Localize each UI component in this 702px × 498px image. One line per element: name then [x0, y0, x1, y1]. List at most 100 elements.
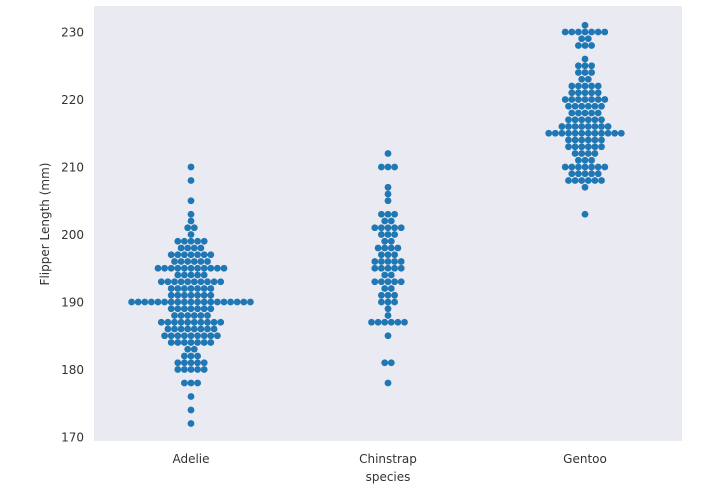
data-point — [384, 197, 392, 205]
data-point — [584, 123, 592, 130]
data-point — [604, 129, 612, 137]
data-point — [581, 42, 589, 49]
x-axis-label: species — [366, 470, 411, 484]
data-point — [581, 62, 589, 70]
data-point — [187, 251, 195, 259]
data-point — [378, 258, 385, 265]
data-point — [394, 318, 402, 326]
data-point — [200, 291, 208, 299]
data-point — [578, 136, 586, 144]
data-point — [181, 291, 188, 299]
data-point — [167, 298, 175, 306]
data-point — [197, 244, 205, 252]
data-point — [391, 163, 398, 171]
data-point — [171, 258, 178, 265]
data-point — [588, 28, 595, 36]
data-point — [581, 156, 589, 164]
data-point — [177, 258, 185, 265]
data-point — [578, 35, 586, 43]
data-point — [197, 312, 205, 319]
data-point — [575, 28, 582, 36]
data-point — [200, 285, 208, 292]
data-point — [164, 278, 172, 286]
data-point — [391, 264, 398, 272]
data-point — [391, 278, 398, 286]
data-point — [378, 291, 385, 299]
data-point — [177, 312, 185, 319]
data-point — [578, 102, 586, 110]
data-point — [207, 332, 215, 340]
data-point — [381, 217, 389, 225]
y-axis-ticks: 170 180 190 200 210 220 230 — [61, 26, 84, 445]
data-point — [227, 298, 235, 306]
data-point — [161, 264, 169, 272]
data-point — [381, 318, 389, 326]
data-point — [187, 177, 195, 184]
data-point — [571, 123, 579, 130]
data-point — [584, 75, 592, 83]
data-point — [575, 69, 582, 76]
data-point — [384, 231, 392, 238]
data-point — [187, 217, 195, 225]
data-point — [575, 163, 582, 171]
data-point — [598, 136, 605, 144]
data-point — [397, 264, 405, 272]
data-point — [601, 96, 609, 103]
data-point — [578, 123, 586, 130]
data-point — [207, 291, 215, 299]
data-point — [181, 237, 188, 245]
data-point — [397, 278, 405, 286]
data-point — [384, 258, 392, 265]
data-point — [141, 298, 149, 306]
y-tick-label: 220 — [61, 93, 84, 107]
data-point — [378, 251, 385, 259]
data-point — [384, 210, 392, 218]
data-point — [181, 271, 188, 279]
data-point — [588, 69, 595, 76]
data-point — [167, 291, 175, 299]
x-tick-label: Gentoo — [563, 452, 607, 466]
data-point — [584, 136, 592, 144]
data-point — [384, 312, 392, 319]
data-point — [575, 170, 582, 178]
data-point — [588, 156, 595, 164]
data-point — [591, 150, 599, 157]
data-point — [584, 102, 592, 110]
data-point — [575, 82, 582, 90]
data-point — [575, 89, 582, 97]
data-point — [187, 271, 195, 279]
data-point — [174, 264, 182, 272]
data-point — [174, 237, 182, 245]
data-point — [584, 150, 592, 157]
data-point — [581, 55, 589, 63]
data-point — [384, 224, 392, 232]
data-point — [571, 116, 579, 124]
data-point — [584, 177, 592, 184]
data-point — [581, 183, 589, 191]
data-point — [184, 325, 192, 333]
data-point — [190, 244, 198, 252]
data-point — [588, 42, 595, 49]
data-point — [181, 339, 188, 346]
data-point — [384, 291, 392, 299]
data-point — [591, 136, 599, 144]
data-point — [581, 96, 589, 103]
data-point — [204, 318, 211, 326]
data-point — [387, 237, 395, 245]
data-point — [591, 102, 599, 110]
data-point — [187, 231, 195, 238]
data-point — [174, 251, 182, 259]
data-point — [181, 352, 188, 360]
data-point — [217, 318, 225, 326]
data-point — [197, 258, 205, 265]
data-point — [177, 325, 185, 333]
data-point — [220, 298, 228, 306]
data-point — [368, 318, 375, 326]
data-point — [194, 264, 202, 272]
data-point — [181, 298, 188, 306]
data-point — [174, 366, 182, 373]
data-point — [584, 129, 592, 137]
data-point — [187, 237, 195, 245]
data-point — [378, 231, 385, 238]
data-point — [594, 96, 602, 103]
